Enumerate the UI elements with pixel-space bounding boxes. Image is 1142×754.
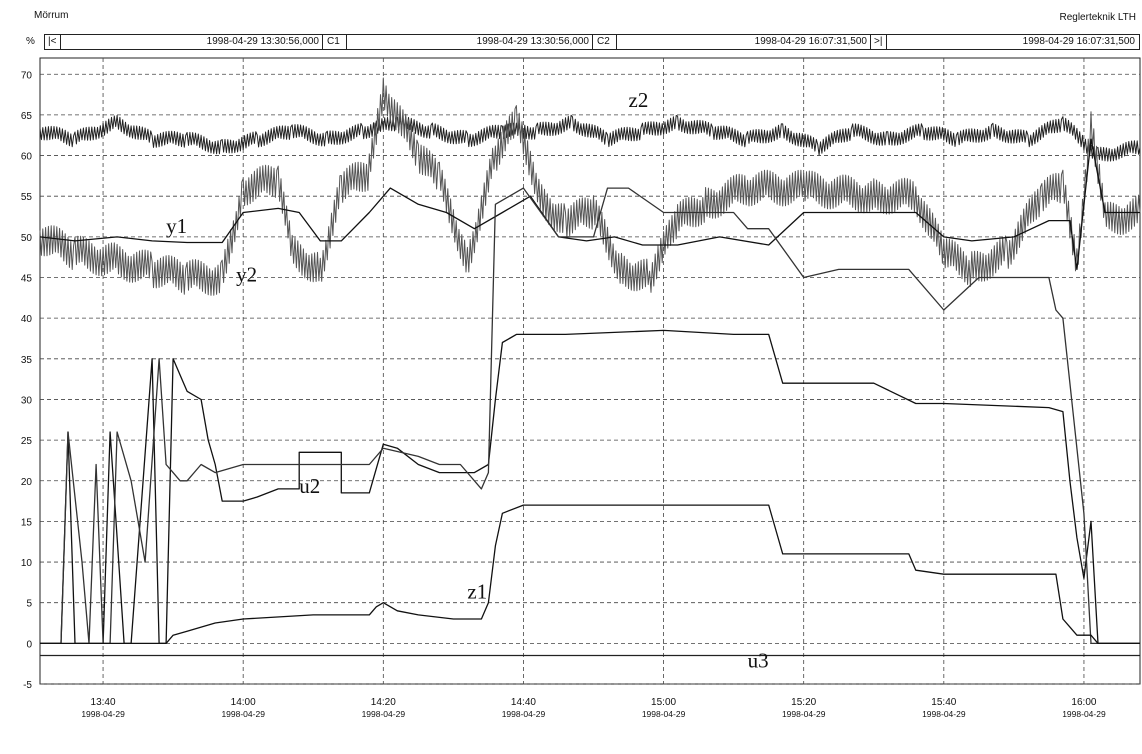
x-tick-time-label: 14:00 — [231, 697, 256, 708]
cursor-c1-time-field[interactable]: 1998-04-29 13:30:56,000 — [346, 34, 594, 50]
chart-site-title: Mörrum — [34, 10, 69, 21]
cursor-c2-time-value: 1998-04-29 16:07:31,500 — [754, 36, 867, 47]
x-tick-time-label: 14:40 — [511, 697, 536, 708]
series-label-y1: y1 — [166, 214, 187, 238]
series-line-u1 — [40, 187, 1140, 645]
series-line-u2 — [40, 329, 1140, 645]
y-tick-label: 65 — [21, 111, 33, 122]
end-time-value: 1998-04-29 16:07:31,500 — [1022, 36, 1135, 47]
cursor-c1-label: C1 — [327, 36, 340, 47]
series-label-u3: u3 — [748, 649, 769, 673]
y-tick-label: 5 — [26, 599, 32, 610]
end-time-field[interactable]: 1998-04-29 16:07:31,500 — [886, 34, 1140, 50]
plot-frame — [39, 57, 1141, 685]
y-tick-label: -5 — [23, 680, 32, 691]
y-tick-label: 25 — [21, 436, 33, 447]
unit-label: % — [26, 36, 35, 47]
x-tick-time-label: 14:20 — [371, 697, 396, 708]
cursor-c2-time-field[interactable]: 1998-04-29 16:07:31,500 — [616, 34, 872, 50]
y-tick-label: 10 — [21, 558, 33, 569]
series-label-u2: u2 — [299, 474, 320, 498]
lab-name: Reglerteknik LTH — [1059, 12, 1136, 23]
y-tick-label: 50 — [21, 233, 33, 244]
cursor-toolbar: % |< 1998-04-29 13:30:56,000 C1 1998-04-… — [26, 34, 1140, 52]
start-time-value: 1998-04-29 13:30:56,000 — [206, 36, 319, 47]
series-line-z1 — [40, 504, 1140, 645]
series-line-z2 — [39, 114, 1141, 162]
y-tick-label: 55 — [21, 192, 33, 203]
x-tick-date-label: 1998-04-29 — [221, 709, 265, 719]
y-tick-label: 35 — [21, 355, 33, 366]
series-label-y2: y2 — [236, 263, 257, 287]
y-tick-label: 30 — [21, 395, 33, 406]
x-tick-time-label: 15:40 — [931, 697, 956, 708]
y-tick-label: 70 — [21, 70, 33, 81]
x-tick-date-label: 1998-04-29 — [502, 709, 546, 719]
x-tick-time-label: 16:00 — [1071, 697, 1096, 708]
x-tick-date-label: 1998-04-29 — [362, 709, 406, 719]
series-label-z2: z2 — [629, 88, 649, 112]
y-tick-label: 40 — [21, 314, 33, 325]
y-tick-label: 20 — [21, 477, 33, 488]
cursor-c2-label: C2 — [597, 36, 610, 47]
y-tick-label: 15 — [21, 517, 33, 528]
x-tick-time-label: 15:20 — [791, 697, 816, 708]
y-tick-label: 0 — [26, 639, 32, 650]
x-tick-date-label: 1998-04-29 — [642, 709, 686, 719]
x-tick-time-label: 15:00 — [651, 697, 676, 708]
x-tick-date-label: 1998-04-29 — [782, 709, 826, 719]
cursor-c1-time-value: 1998-04-29 13:30:56,000 — [476, 36, 589, 47]
y-tick-label: 60 — [21, 152, 33, 163]
x-tick-date-label: 1998-04-29 — [81, 709, 125, 719]
x-tick-time-label: 13:40 — [91, 697, 116, 708]
y-tick-label: 45 — [21, 274, 33, 285]
series-line-y2 — [39, 77, 1141, 296]
series-label-z1: z1 — [467, 580, 487, 604]
go-to-start-label: |< — [48, 36, 57, 47]
x-tick-date-label: 1998-04-29 — [1062, 709, 1106, 719]
go-to-end-label: >| — [874, 36, 883, 47]
x-tick-date-label: 1998-04-29 — [922, 709, 966, 719]
